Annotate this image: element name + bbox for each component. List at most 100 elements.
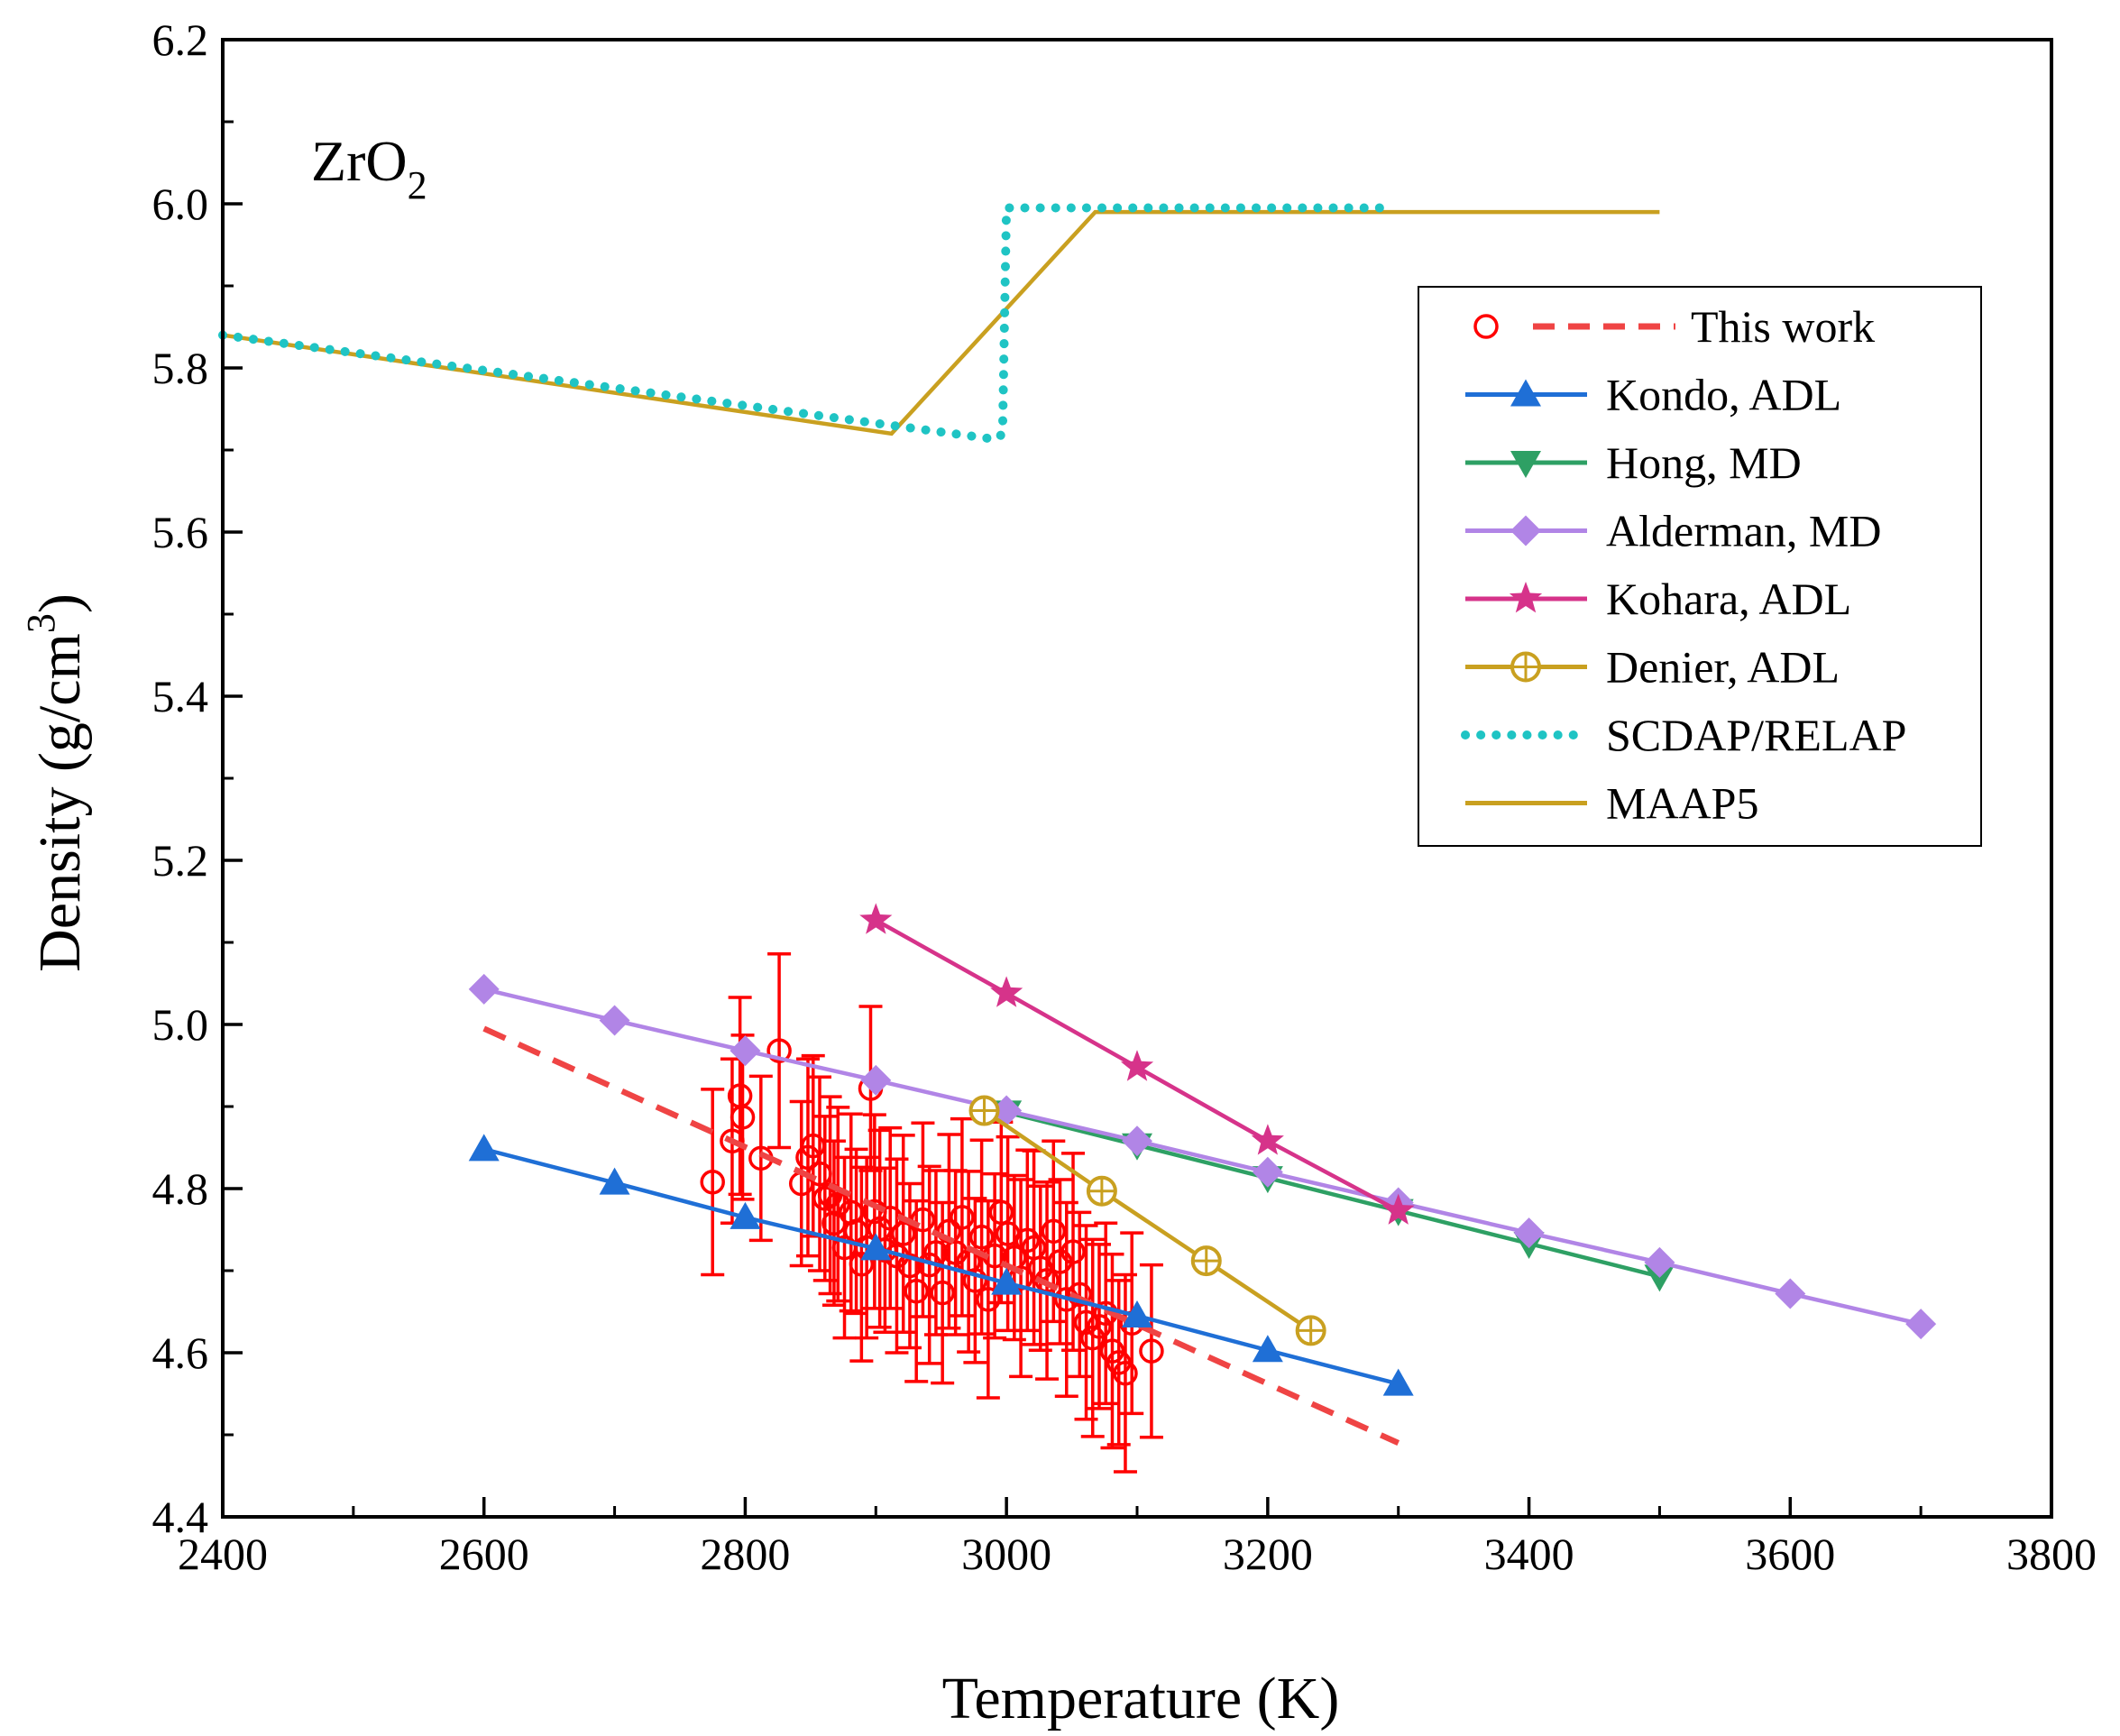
x-axis-title: Temperature (K) xyxy=(942,1666,1340,1731)
data-point-this-work xyxy=(904,1199,929,1383)
marker-this-work xyxy=(930,1280,955,1306)
annotation-sub: 2 xyxy=(408,163,427,207)
y-axis-title-close: ) xyxy=(27,593,93,613)
y-tick-label: 5.4 xyxy=(152,671,209,721)
legend-entry-alderman-md: Alderman, MD xyxy=(1465,506,1882,556)
marker-kondo-adl xyxy=(1122,1300,1152,1328)
data-point-this-work xyxy=(766,951,792,1150)
marker-alderman-md xyxy=(1252,1156,1283,1188)
marker-this-work xyxy=(812,1186,838,1211)
marker-alderman-md xyxy=(1513,1217,1545,1249)
legend: This work Kondo, ADL Hong, MD Alderman, MD K… xyxy=(1418,286,1982,847)
x-tick-label: 3600 xyxy=(1745,1529,1835,1579)
series-line-this-work xyxy=(482,1025,1400,1447)
marker-this-work xyxy=(825,1191,851,1217)
marker-hong-md xyxy=(1644,1264,1675,1292)
marker-this-work xyxy=(1041,1218,1067,1245)
marker-this-work xyxy=(1067,1281,1093,1308)
series-line-denier-adl xyxy=(983,1108,1312,1333)
marker-this-work xyxy=(849,1251,875,1277)
data-point-this-work xyxy=(1060,1152,1086,1353)
marker-this-work xyxy=(1060,1239,1086,1264)
y-axis-title: Density (g/cm3) xyxy=(19,593,93,972)
marker-alderman-md xyxy=(599,1005,630,1036)
legend-entry-scdap-relap: SCDAP/RELAP xyxy=(1461,710,1906,760)
marker-this-work xyxy=(1113,1361,1138,1386)
marker-alderman-md xyxy=(1122,1125,1152,1157)
legend-label: Kohara, ADL xyxy=(1606,574,1851,624)
axis-ticks: 2400 2600 2800 3000 3200 3400 3600 3800 4.4 4.6 4.… xyxy=(152,14,2097,1579)
plot-area xyxy=(218,203,1937,1474)
marker-alderman-md xyxy=(1775,1278,1806,1309)
legend-entry-denier-adl: Denier, ADL xyxy=(1465,642,1840,693)
marker-this-work xyxy=(897,1253,922,1279)
legend-entry-hong-md: Hong, MD xyxy=(1465,437,1802,488)
data-point-this-work xyxy=(825,1106,851,1303)
markers-kohara-adl xyxy=(859,903,1415,1225)
marker-this-work xyxy=(766,1038,792,1063)
y-tick-label: 5.6 xyxy=(152,507,209,557)
y-tick-label: 6.2 xyxy=(152,14,209,65)
y-tick-label: 6.0 xyxy=(152,179,209,229)
legend-entry-maap5: MAAP5 xyxy=(1465,778,1758,829)
y-tick-label: 5.8 xyxy=(152,343,209,393)
legend-marker-hong-md xyxy=(1510,451,1541,478)
x-tick-label: 2800 xyxy=(700,1529,790,1579)
marker-alderman-md xyxy=(1644,1246,1675,1278)
marker-denier-adl xyxy=(1190,1245,1222,1277)
marker-kondo-adl xyxy=(860,1233,892,1261)
legend-entries: This work Kondo, ADL Hong, MD Alderman, MD K… xyxy=(1461,301,1906,829)
marker-kondo-adl xyxy=(1252,1335,1283,1363)
y-tick-label: 4.6 xyxy=(152,1327,209,1378)
marker-this-work xyxy=(730,1105,756,1130)
y-axis-title-sup: 3 xyxy=(19,613,63,633)
data-point-this-work xyxy=(727,996,753,1197)
marker-kondo-adl xyxy=(1382,1368,1414,1396)
marker-this-work xyxy=(1087,1314,1112,1339)
marker-kohara-adl xyxy=(990,976,1023,1007)
marker-alderman-md xyxy=(1905,1309,1937,1340)
scatter-this-work xyxy=(700,951,1164,1474)
marker-kohara-adl xyxy=(1251,1124,1284,1155)
marker-this-work xyxy=(962,1268,988,1293)
y-tick-label: 4.8 xyxy=(152,1163,209,1214)
marker-this-work xyxy=(950,1205,975,1230)
y-axis-title-main: Density (g/cm xyxy=(27,633,93,972)
marker-alderman-md xyxy=(468,973,500,1005)
legend-entry-this-work: This work xyxy=(1473,301,1875,352)
legend-label: MAAP5 xyxy=(1606,778,1758,829)
series-line-scdap-relap xyxy=(218,203,1390,445)
marker-this-work xyxy=(1139,1338,1164,1364)
marker-this-work xyxy=(890,1221,916,1246)
data-point-this-work xyxy=(700,1088,725,1277)
marker-this-work xyxy=(968,1224,995,1250)
legend-entry-kondo-adl: Kondo, ADL xyxy=(1465,370,1841,420)
marker-this-work xyxy=(976,1287,1001,1312)
data-point-this-work xyxy=(748,1074,774,1243)
data-point-this-work xyxy=(1041,1139,1067,1324)
marker-this-work xyxy=(1073,1309,1099,1336)
marker-kondo-adl xyxy=(599,1167,630,1195)
x-tick-label: 2600 xyxy=(439,1529,529,1579)
legend-marker-this-work xyxy=(1473,314,1499,339)
x-tick-label: 2400 xyxy=(178,1529,268,1579)
markers-denier-adl xyxy=(968,1095,1326,1346)
marker-kohara-adl xyxy=(859,903,893,934)
x-tick-label: 3400 xyxy=(1484,1529,1574,1579)
markers-kondo-adl xyxy=(468,1134,1414,1396)
y-tick-label: 5.2 xyxy=(152,835,209,886)
legend-marker-alderman-md xyxy=(1510,515,1541,547)
marker-kohara-adl xyxy=(1381,1193,1415,1225)
y-tick-label: 4.4 xyxy=(152,1492,209,1542)
marker-this-work xyxy=(904,1279,929,1304)
marker-kohara-adl xyxy=(1120,1050,1154,1081)
legend-marker-denier-adl xyxy=(1510,651,1541,683)
marker-denier-adl xyxy=(1086,1175,1117,1207)
data-point-this-work xyxy=(950,1116,975,1318)
y-tick-label: 5.0 xyxy=(152,999,209,1050)
x-tick-label: 3200 xyxy=(1223,1529,1313,1579)
x-tick-label: 3000 xyxy=(961,1529,1051,1579)
legend-label: Hong, MD xyxy=(1606,437,1802,488)
